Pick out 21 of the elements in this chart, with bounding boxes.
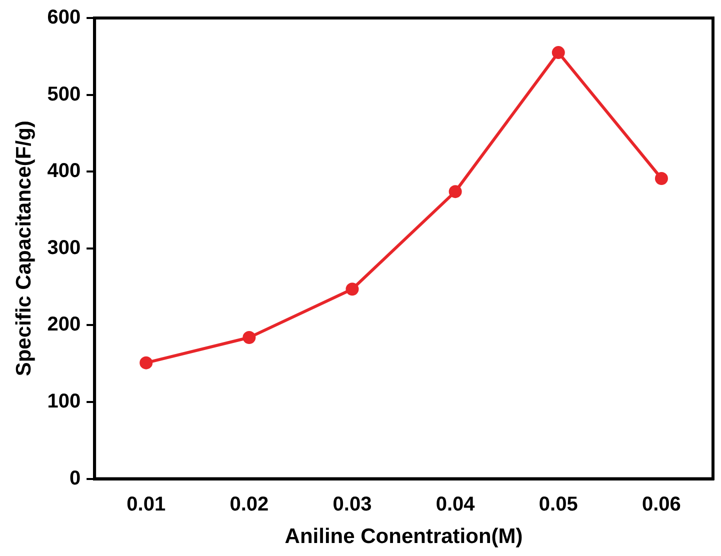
point <box>346 282 359 296</box>
y-tick-label: 600 <box>47 6 81 29</box>
point <box>242 330 256 344</box>
x-tick-label: 0.05 <box>538 493 578 516</box>
x-tick-label: 0.01 <box>126 493 166 516</box>
y-axis-title: Specific Capacitance(F/g) <box>12 120 36 376</box>
x-axis-title: Aniline Conentration(M) <box>284 525 523 548</box>
x-tick-label: 0.02 <box>230 493 269 516</box>
y-tick-label: 0 <box>69 467 81 490</box>
x-tick-label: 0.06 <box>642 493 681 516</box>
y-tick-label: 500 <box>47 83 81 106</box>
point <box>654 172 668 186</box>
point <box>448 185 462 198</box>
x-tick-label: 0.04 <box>436 493 476 516</box>
point <box>140 356 153 370</box>
point <box>552 46 565 60</box>
y-tick-label: 300 <box>47 236 81 259</box>
y-tick-label: 100 <box>47 390 81 413</box>
y-tick-label: 400 <box>47 160 81 182</box>
y-tick-label: 200 <box>47 314 81 336</box>
x-tick-label: 0.03 <box>332 493 372 516</box>
